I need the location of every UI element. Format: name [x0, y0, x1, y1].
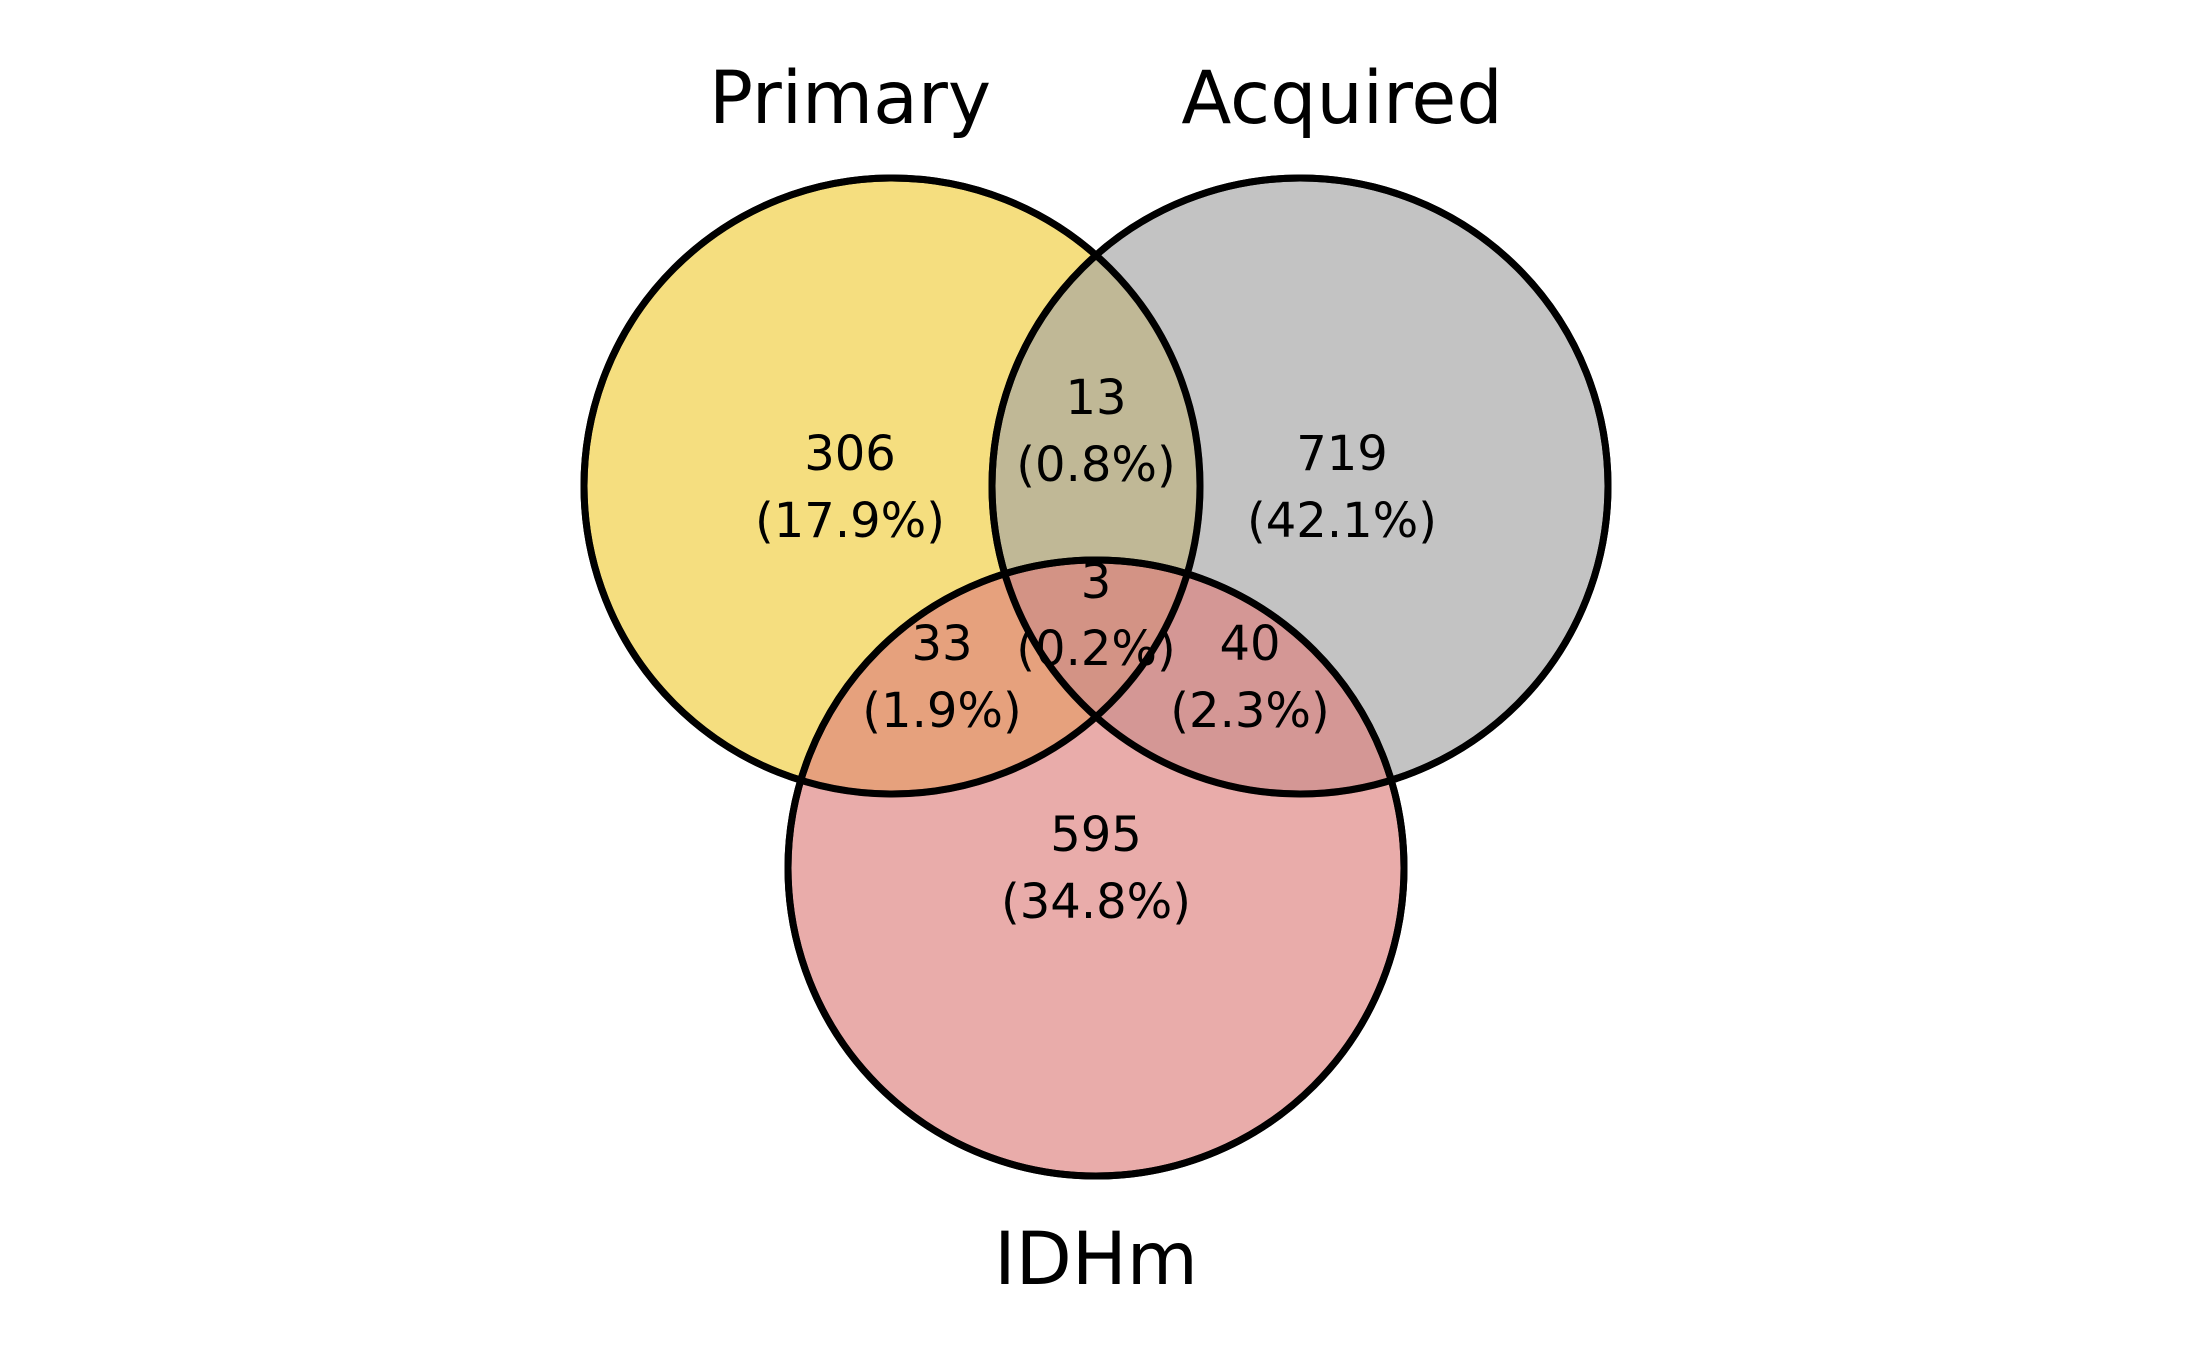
primary-idhm-percent: (1.9%) [862, 683, 1021, 739]
primary-idhm-count: 33 [911, 616, 972, 672]
primary-only-percent: (17.9%) [755, 493, 945, 549]
idhm-only-count: 595 [1050, 807, 1142, 863]
acquired-only-percent: (42.1%) [1247, 493, 1437, 549]
acquired-set-outline [988, 174, 1612, 798]
primary-set-label: Primary [709, 56, 991, 141]
idhm-only-percent: (34.8%) [1001, 874, 1191, 930]
acquired-idhm-percent: (2.3%) [1170, 683, 1329, 739]
all-three-count: 3 [1081, 554, 1112, 610]
primary-acquired-percent: (0.8%) [1016, 437, 1175, 493]
primary-acquired-count: 13 [1065, 370, 1126, 426]
acquired-set-label: Acquired [1181, 56, 1502, 141]
acquired-idhm-count: 40 [1219, 616, 1280, 672]
primary-only-count: 306 [804, 426, 896, 482]
idhm-set-outline [784, 556, 1408, 1180]
acquired-only-count: 719 [1296, 426, 1388, 482]
all-three-percent: (0.2%) [1016, 621, 1175, 677]
idhm-set-label: IDHm [994, 1217, 1198, 1302]
primary-set-outline [580, 174, 1204, 798]
